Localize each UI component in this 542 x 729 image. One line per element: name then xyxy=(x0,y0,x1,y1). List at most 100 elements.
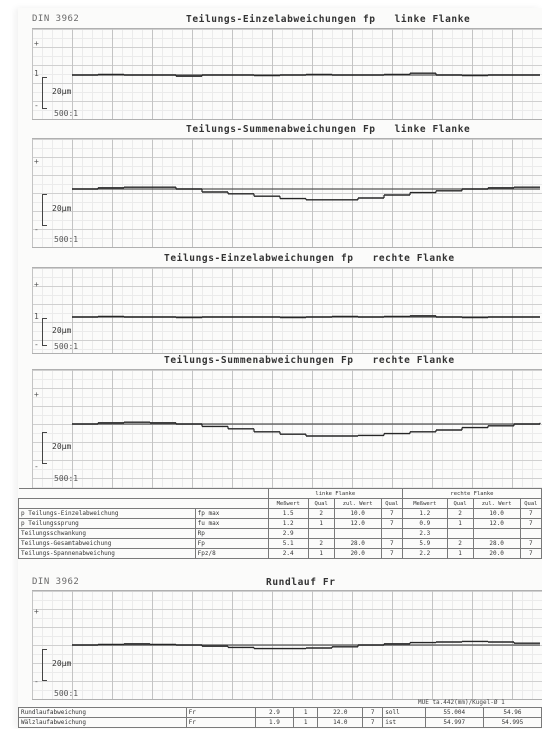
table-cell: 2 xyxy=(446,508,474,519)
row-label: Teilungsschwankung xyxy=(18,528,196,539)
table-cell: 5.1 xyxy=(267,538,309,549)
deviation-trace-4 xyxy=(72,421,541,437)
minus-mark: - xyxy=(34,340,39,349)
table-cell: 12.0 xyxy=(333,518,382,529)
table-cell: 0.9 xyxy=(401,518,448,529)
table-cell: ist xyxy=(382,717,426,728)
document-id: DIN 3962 xyxy=(32,14,80,24)
row-symbol: Fp xyxy=(194,538,269,549)
row-symbol: Fr xyxy=(185,707,256,718)
document-id-2: DIN 3962 xyxy=(32,577,80,587)
table-cell: 2 xyxy=(307,538,335,549)
table-cell: 28.0 xyxy=(333,538,382,549)
table-cell: 54.96 xyxy=(482,707,542,718)
table-cell: 2.9 xyxy=(267,528,309,539)
table-cell: 1.2 xyxy=(401,508,448,519)
row-label: p Teilungssprung xyxy=(18,518,196,529)
table-cell: 54.995 xyxy=(482,717,542,728)
table-cell: 7 xyxy=(380,538,403,549)
scale-label: 20µm xyxy=(52,659,72,668)
table-row: Wälzlaufabweichung Fr 1.9 1 14.0 7 ist 5… xyxy=(18,717,542,728)
table-row: p Teilungs-Einzelabweichung fp max 1.5 2… xyxy=(18,508,542,519)
table-cell: 1 xyxy=(307,548,335,559)
chart-title-2: Teilungs-Summenabweichungen Fp linke Fla… xyxy=(186,124,471,135)
table-cell: 7 xyxy=(380,508,403,519)
deviation-trace-3 xyxy=(72,315,540,319)
column-header: Qual xyxy=(446,498,474,509)
plus-mark: + xyxy=(34,280,39,289)
table-cell: 7 xyxy=(519,518,542,529)
minus-mark: - xyxy=(34,462,39,471)
table-cell: 20.0 xyxy=(472,548,521,559)
chart-title-3: Teilungs-Einzelabweichungen fp rechte Fl… xyxy=(164,253,455,264)
chart-panel-2: + - 20µm 500:1 xyxy=(32,138,542,248)
table-cell: 7 xyxy=(519,548,542,559)
table-cell: 2.4 xyxy=(267,548,309,559)
table-row: Teilungsschwankung Rp 2.9 2.3 xyxy=(18,528,542,539)
scale-label: 20µm xyxy=(52,87,72,96)
scale-label: 20µm xyxy=(52,204,72,213)
plus-mark: + xyxy=(34,157,39,166)
table-cell: 1.9 xyxy=(254,717,294,728)
chart-panel-3: + 1 - 20µm 500:1 xyxy=(32,267,542,354)
chart-panel-4: + - 20µm 500:1 xyxy=(32,369,542,489)
table-cell: 1 xyxy=(446,548,474,559)
table-column-header: Meßwert Qual zul. Wert Qual Meßwert Qual… xyxy=(18,498,542,509)
scale-bar xyxy=(42,318,47,346)
scale-bar xyxy=(42,432,47,464)
scale-bar xyxy=(42,77,47,109)
scale-bar xyxy=(42,194,47,226)
table-cell: 20.0 xyxy=(333,548,382,559)
column-header: zul. Wert xyxy=(472,498,521,509)
scale-bar xyxy=(42,649,47,681)
row-symbol: Fr xyxy=(185,717,256,728)
column-header: Qual xyxy=(307,498,335,509)
table-row: p Teilungssprung fu max 1.2 1 12.0 7 0.9… xyxy=(18,518,542,529)
row-label: Wälzlaufabweichung xyxy=(18,717,187,728)
table-cell: 7 xyxy=(362,707,384,718)
table-cell xyxy=(333,528,382,539)
table-cell: 1.2 xyxy=(267,518,309,529)
minus-mark: - xyxy=(34,677,39,686)
row-label: Teilungs-Spannenabweichung xyxy=(18,548,196,559)
table-cell: 2.3 xyxy=(401,528,448,539)
table-cell xyxy=(446,528,474,539)
ratio-label: 500:1 xyxy=(54,342,79,351)
table-cell: 7 xyxy=(519,538,542,549)
column-header: Meßwert xyxy=(267,498,309,509)
table-cell: 5.9 xyxy=(401,538,448,549)
chart-panel-runout: + - 20µm 500:1 xyxy=(32,590,542,700)
runout-results-table: Rundlaufabweichung Fr 2.9 1 22.0 7 soll … xyxy=(18,707,542,728)
chart-title-runout: Rundlauf Fr xyxy=(266,577,336,588)
table-cell: 7 xyxy=(362,717,384,728)
table-cell: 1 xyxy=(307,518,335,529)
row-label: Teilungs-Gesamtabweichung xyxy=(18,538,196,549)
row-symbol: fp max xyxy=(194,508,269,519)
table-cell xyxy=(307,528,335,539)
table-cell xyxy=(472,528,521,539)
ratio-label: 500:1 xyxy=(54,235,79,244)
table-cell: 2.2 xyxy=(401,548,448,559)
table-cell xyxy=(519,528,542,539)
deviation-trace-runout xyxy=(72,640,540,650)
table-cell: 7 xyxy=(519,508,542,519)
probe-note: MUE ta.442(mm)/Kugel-Ø 1 xyxy=(418,699,505,706)
plus-mark: + xyxy=(34,39,39,48)
table-cell: 2 xyxy=(446,538,474,549)
table-cell: 54.997 xyxy=(424,717,484,728)
deviation-trace-2 xyxy=(72,186,540,201)
table-cell: 14.0 xyxy=(317,717,364,728)
table-row: Rundlaufabweichung Fr 2.9 1 22.0 7 soll … xyxy=(18,707,542,718)
plus-mark: + xyxy=(34,390,39,399)
chart-title-4: Teilungs-Summenabweichungen Fp rechte Fl… xyxy=(164,355,455,366)
table-group-header: linke Flanke rechte Flanke xyxy=(18,488,542,499)
column-header: Qual xyxy=(519,498,542,509)
column-header: Qual xyxy=(380,498,403,509)
scale-label: 20µm xyxy=(52,326,72,335)
table-cell: soll xyxy=(382,707,426,718)
row-symbol: Fpz/8 xyxy=(194,548,269,559)
table-cell: 10.0 xyxy=(472,508,521,519)
zero-mark: 1 xyxy=(34,312,39,321)
group-right-flank: rechte Flanke xyxy=(401,488,542,499)
table-cell: 7 xyxy=(380,548,403,559)
